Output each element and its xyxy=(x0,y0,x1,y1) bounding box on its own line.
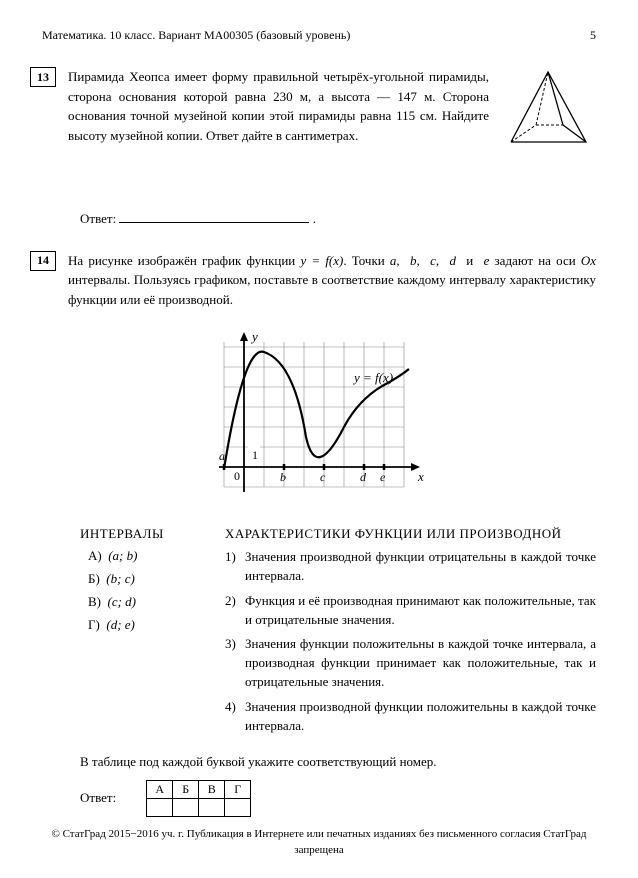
interval-a: А) (a; b) xyxy=(88,548,195,564)
answer-label: Ответ: xyxy=(80,211,116,226)
table-prompt: В таблице под каждой буквой укажите соот… xyxy=(80,754,596,770)
answer-table-row: Ответ: А Б В Г xyxy=(80,780,596,817)
pyramid-figure xyxy=(501,67,596,163)
intervals-title: ИНТЕРВАЛЫ xyxy=(80,526,195,542)
interval-c: В) (c; d) xyxy=(88,594,195,610)
svg-text:y: y xyxy=(250,329,258,344)
header-page: 5 xyxy=(590,28,596,43)
char-1: 1)Значения производной функции отрицател… xyxy=(225,548,596,586)
svg-text:a: a xyxy=(219,449,225,463)
svg-text:e: e xyxy=(380,470,386,484)
answer-line-13: Ответ: . xyxy=(80,211,596,227)
svg-text:b: b xyxy=(280,470,286,484)
points-list: a xyxy=(390,253,397,268)
footer-copyright: © СтатГрад 2015−2016 уч. г. Публикация в… xyxy=(42,827,596,858)
pyramid-icon xyxy=(501,67,596,157)
svg-text:x: x xyxy=(417,469,424,484)
problem-14: 14 На рисунке изображён график функции y… xyxy=(42,251,596,310)
header-left: Математика. 10 класс. Вариант МА00305 (б… xyxy=(42,28,350,43)
svg-text:y = f(x): y = f(x) xyxy=(352,370,393,385)
page-header: Математика. 10 класс. Вариант МА00305 (б… xyxy=(42,28,596,43)
problem-14-text: На рисунке изображён график функции y = … xyxy=(68,251,596,310)
characteristics-title: ХАРАКТЕРИСТИКИ ФУНКЦИИ ИЛИ ПРОИЗВОДНОЙ xyxy=(225,526,596,542)
char-2: 2)Функция и её производная принимают как… xyxy=(225,592,596,630)
problem-13: 13 Пирамида Хеопса имеет форму правильно… xyxy=(42,67,596,163)
interval-d: Г) (d; e) xyxy=(88,617,195,633)
intervals-characteristics: ИНТЕРВАЛЫ А) (a; b) Б) (b; c) В) (c; d) … xyxy=(80,526,596,742)
answer-label-14: Ответ: xyxy=(80,790,116,806)
svg-text:1: 1 xyxy=(252,448,258,462)
svg-text:c: c xyxy=(320,470,326,484)
char-3: 3)Значения функции положительны в каждой… xyxy=(225,635,596,692)
problem-number: 13 xyxy=(30,67,56,87)
graph-figure: y x 0 1 y = f(x) a b c d e 1 xyxy=(42,327,596,512)
svg-text:d: d xyxy=(360,470,367,484)
char-4: 4)Значения производной функции положител… xyxy=(225,698,596,736)
problem-number: 14 xyxy=(30,251,56,271)
problem-13-text: Пирамида Хеопса имеет форму правильной ч… xyxy=(68,67,489,163)
answer-table: А Б В Г xyxy=(146,780,251,817)
svg-text:0: 0 xyxy=(234,469,240,483)
function-graph: y x 0 1 y = f(x) a b c d e 1 xyxy=(204,327,434,512)
answer-blank xyxy=(119,222,309,223)
interval-b: Б) (b; c) xyxy=(88,571,195,587)
